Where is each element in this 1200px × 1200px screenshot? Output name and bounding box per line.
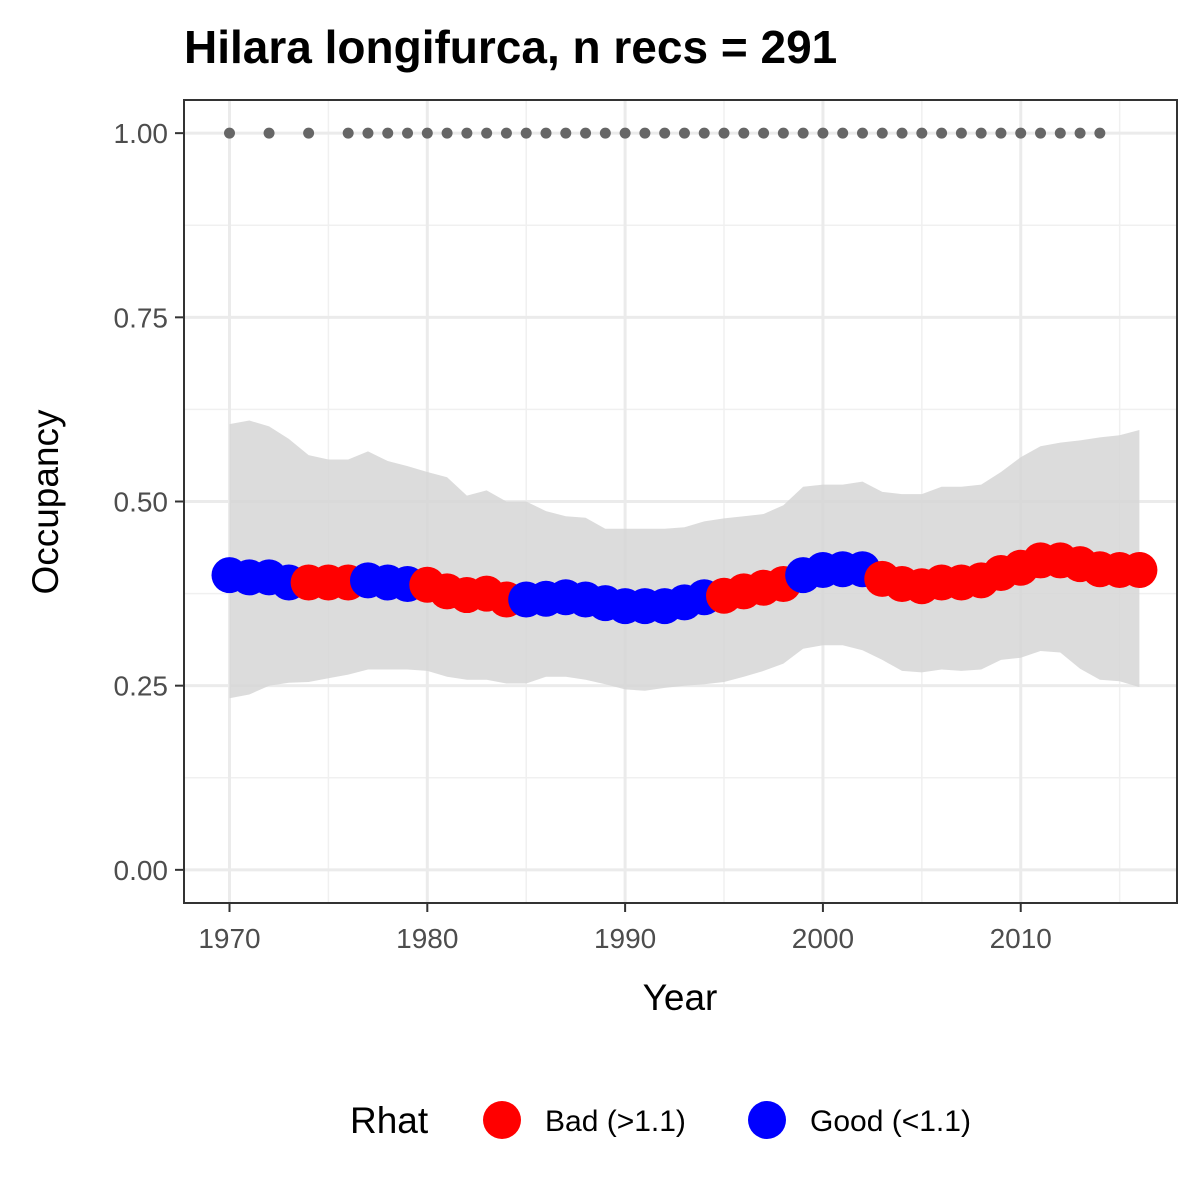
- record-point: [382, 127, 394, 139]
- record-point: [837, 127, 849, 139]
- y-tick-label: 0.75: [114, 302, 169, 333]
- y-tick-label: 0.00: [114, 855, 169, 886]
- record-point: [560, 127, 572, 139]
- record-point: [223, 127, 235, 139]
- record-point: [481, 127, 493, 139]
- record-point: [1015, 127, 1027, 139]
- record-point: [698, 127, 710, 139]
- record-point: [441, 127, 453, 139]
- y-tick-label: 0.25: [114, 671, 169, 702]
- record-point: [421, 127, 433, 139]
- record-point: [1035, 127, 1047, 139]
- legend: Rhat Bad (>1.1) Good (<1.1): [350, 1100, 971, 1141]
- x-tick-label: 1990: [594, 923, 656, 954]
- legend-key-bad: [483, 1101, 521, 1139]
- confidence-ribbon: [229, 420, 1140, 699]
- record-point: [1094, 127, 1106, 139]
- record-point: [797, 127, 809, 139]
- x-tick-label: 1970: [198, 923, 260, 954]
- occupancy-points: [211, 542, 1158, 625]
- occupancy-point-bad: [1121, 552, 1158, 589]
- x-axis-title: Year: [643, 977, 718, 1018]
- record-point: [738, 127, 750, 139]
- record-point: [777, 127, 789, 139]
- legend-title: Rhat: [350, 1100, 429, 1141]
- legend-label-good: Good (<1.1): [810, 1105, 971, 1138]
- record-point: [758, 127, 770, 139]
- record-point: [402, 127, 414, 139]
- record-point: [718, 127, 730, 139]
- record-point: [817, 127, 829, 139]
- record-point: [856, 127, 868, 139]
- record-point: [303, 127, 315, 139]
- legend-key-good: [748, 1101, 786, 1139]
- record-point: [659, 127, 671, 139]
- y-axis: 0.00 0.25 0.50 0.75 1.00: [114, 118, 184, 886]
- x-tick-label: 2000: [792, 923, 854, 954]
- record-point: [936, 127, 948, 139]
- record-point: [342, 127, 354, 139]
- x-tick-label: 2010: [990, 923, 1052, 954]
- record-point: [995, 127, 1007, 139]
- y-tick-label: 1.00: [114, 118, 169, 149]
- record-point: [896, 127, 908, 139]
- record-markers: [223, 127, 1106, 139]
- record-point: [362, 127, 374, 139]
- y-tick-label: 0.50: [114, 487, 169, 518]
- record-point: [678, 127, 690, 139]
- x-tick-label: 1980: [396, 923, 458, 954]
- record-point: [975, 127, 987, 139]
- record-point: [580, 127, 592, 139]
- record-point: [599, 127, 611, 139]
- record-point: [1074, 127, 1086, 139]
- record-point: [639, 127, 651, 139]
- record-point: [500, 127, 512, 139]
- y-axis-title: Occupancy: [25, 409, 66, 595]
- record-point: [916, 127, 928, 139]
- record-point: [540, 127, 552, 139]
- record-point: [619, 127, 631, 139]
- chart-title: Hilara longifurca, n recs = 291: [184, 21, 837, 73]
- record-point: [1054, 127, 1066, 139]
- record-point: [461, 127, 473, 139]
- record-point: [955, 127, 967, 139]
- legend-label-bad: Bad (>1.1): [545, 1105, 686, 1138]
- record-point: [520, 127, 532, 139]
- x-axis: 1970 1980 1990 2000 2010: [198, 903, 1052, 954]
- record-point: [876, 127, 888, 139]
- record-point: [263, 127, 275, 139]
